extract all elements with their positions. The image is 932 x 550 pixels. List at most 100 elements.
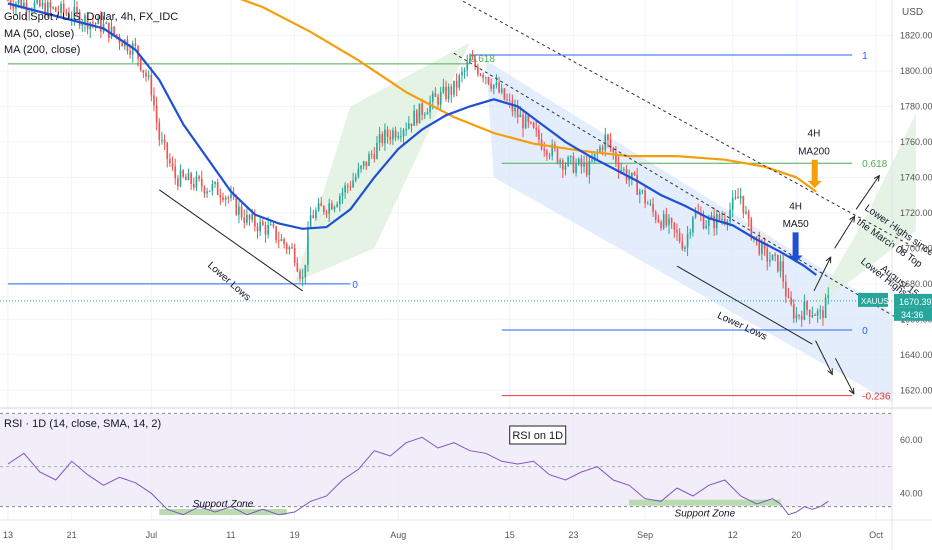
candle	[607, 134, 609, 140]
candle	[78, 11, 81, 26]
candle	[86, 15, 89, 30]
candle	[214, 182, 216, 185]
candle	[641, 190, 644, 192]
candle	[638, 191, 641, 195]
zero-level-left-label: 0	[352, 280, 358, 291]
candle	[426, 112, 429, 115]
projection-arrow-up-1-head	[825, 256, 832, 264]
candle	[105, 22, 108, 24]
candle	[442, 86, 445, 92]
candle	[591, 160, 593, 162]
candle	[190, 173, 192, 185]
candle	[479, 74, 482, 76]
candle	[633, 172, 636, 175]
candle	[561, 160, 564, 170]
candle	[216, 182, 219, 195]
price-axis-unit: USD	[902, 7, 923, 18]
candle	[747, 211, 750, 219]
candle	[583, 162, 585, 167]
candle	[405, 128, 408, 131]
candle	[179, 170, 182, 187]
candle	[827, 295, 830, 298]
candle	[551, 144, 554, 156]
candle	[20, 0, 23, 8]
candle	[601, 147, 604, 150]
ma200-legend[interactable]: MA (200, close)	[4, 44, 81, 56]
candle	[166, 142, 169, 159]
candle	[684, 247, 686, 249]
candle	[238, 206, 240, 215]
time-tick-label: Aug	[390, 530, 406, 540]
candle	[676, 229, 678, 233]
candle	[543, 149, 546, 151]
candle	[28, 11, 31, 13]
candle	[755, 236, 758, 238]
candle	[500, 88, 503, 93]
candle	[535, 127, 538, 130]
candle	[713, 215, 715, 229]
candle	[368, 154, 370, 166]
candle	[410, 123, 413, 126]
candle	[208, 190, 211, 192]
ma50-tag-line1: 4H	[789, 201, 802, 212]
ma200-tag-line2: MA200	[798, 146, 830, 157]
candle	[352, 180, 354, 188]
candle	[362, 161, 365, 166]
candle	[503, 88, 506, 100]
ma50-legend[interactable]: MA (50, close)	[4, 28, 75, 40]
time-tick-label: 15	[505, 530, 515, 540]
falling-channel	[485, 60, 892, 403]
candle	[261, 221, 264, 226]
candle	[206, 191, 208, 194]
candle	[65, 12, 68, 14]
candle	[721, 218, 723, 220]
candle	[652, 203, 654, 213]
lower-lows-line-2	[676, 265, 813, 345]
candle	[161, 139, 163, 141]
candle	[742, 195, 745, 214]
candle	[248, 214, 251, 220]
candle	[275, 226, 277, 241]
candle	[187, 173, 190, 181]
candle	[158, 122, 161, 140]
candle	[431, 93, 434, 102]
time-tick-label: Oct	[869, 530, 884, 540]
candle	[110, 26, 113, 38]
candle	[628, 177, 631, 181]
time-tick-label: 20	[791, 530, 801, 540]
candle	[224, 197, 227, 200]
candle	[269, 224, 272, 226]
candle	[604, 134, 607, 150]
candle	[723, 218, 726, 223]
candle	[774, 254, 777, 256]
candle	[495, 82, 498, 85]
candle	[792, 304, 795, 319]
candle	[354, 176, 357, 181]
rsi-legend[interactable]: RSI · 1D (14, close, SMA, 14, 2)	[4, 418, 162, 430]
candle	[702, 215, 705, 229]
candle	[285, 244, 288, 250]
candle	[203, 186, 206, 194]
candle	[771, 254, 774, 261]
candle	[46, 2, 49, 16]
candle	[692, 217, 694, 233]
candle	[139, 58, 142, 71]
candle	[567, 157, 569, 166]
candle	[169, 158, 171, 164]
candle	[458, 75, 461, 88]
candle	[437, 96, 439, 105]
candle	[745, 211, 747, 214]
ma200-tag-line1: 4H	[808, 129, 821, 140]
rsi-support-zone	[159, 509, 287, 515]
candle	[357, 168, 360, 177]
candle	[360, 165, 362, 169]
rsi-note-box	[509, 425, 567, 445]
candle	[790, 297, 792, 305]
candle	[256, 226, 259, 232]
candle	[243, 217, 246, 223]
candle	[415, 110, 418, 124]
candle	[115, 34, 118, 37]
candle	[320, 203, 323, 207]
candle	[474, 59, 477, 67]
candle	[113, 26, 115, 35]
